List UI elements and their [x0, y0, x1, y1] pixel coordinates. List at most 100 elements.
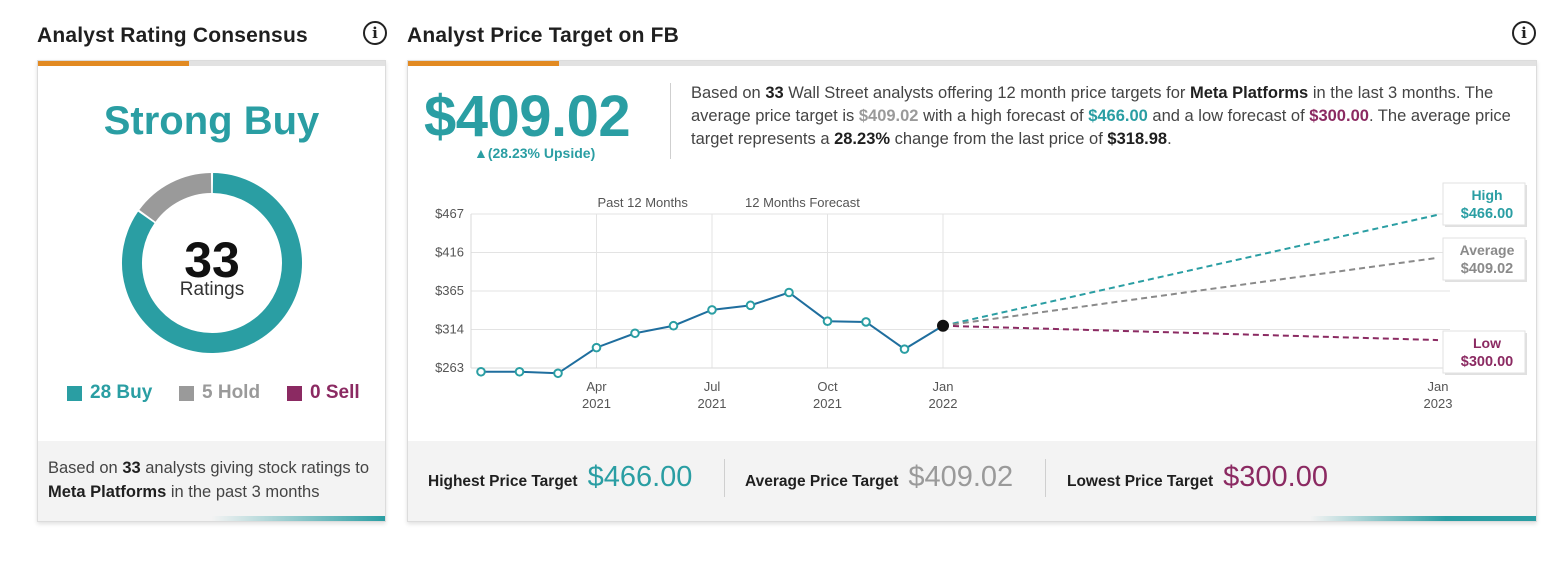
forecast-line-low — [942, 324, 1439, 342]
summary-last-price: $318.98 — [1107, 130, 1168, 148]
highest-value: $466.00 — [587, 461, 693, 493]
donut-segment-hold — [139, 173, 212, 223]
summary-text-8: . — [1167, 130, 1172, 148]
info-circle-icon[interactable]: i — [363, 21, 387, 45]
x-tick-month: Jul — [704, 379, 721, 394]
average-label: Average Price Target — [745, 473, 899, 490]
callout-high-title: High — [1471, 187, 1502, 203]
ratings-total: 33 — [184, 232, 240, 288]
average-price-target: $409.02 — [424, 84, 631, 149]
y-tick-label: $467 — [435, 206, 464, 221]
callout-average-value: $409.02 — [1461, 261, 1513, 277]
average-price-target-footer: Average Price Target $409.02 — [745, 461, 1013, 494]
consensus-tab-bar — [38, 61, 385, 66]
forecast-line-high — [942, 213, 1439, 327]
callout-low-value: $300.00 — [1461, 354, 1513, 370]
section-label-forecast: 12 Months Forecast — [745, 195, 860, 210]
footer-analyst-count: 33 — [122, 459, 141, 477]
callout-high: High $466.00 — [1442, 182, 1527, 227]
history-point — [745, 300, 756, 311]
consensus-card: Strong Buy 33 Ratings 28 Buy 5 Hold 0 Se… — [37, 60, 386, 522]
history-point — [822, 316, 833, 326]
info-circle-icon[interactable]: i — [1512, 21, 1536, 45]
callout-low: Low $300.00 — [1442, 330, 1527, 375]
history-point — [476, 366, 486, 377]
summary-text-5: and a low forecast of — [1147, 107, 1310, 125]
lowest-label: Lowest Price Target — [1067, 473, 1214, 490]
price-target-card: $409.02 ▲(28.23% Upside) Based on 33 Wal… — [407, 60, 1537, 522]
summary-average: $409.02 — [858, 107, 919, 125]
y-tick-label: $416 — [435, 245, 464, 260]
footer-divider-1 — [724, 459, 725, 497]
footer-text-pre: Based on — [48, 459, 123, 477]
lowest-price-target: Lowest Price Target $300.00 — [1067, 461, 1328, 494]
consensus-bottom-bar — [38, 516, 385, 521]
sell-swatch — [287, 385, 302, 401]
history-point — [591, 342, 602, 353]
x-tick-month: Apr — [586, 379, 607, 394]
price-target-chart: $467 $416 $365 $314 $263 Past 12 Months 12 Mon… — [435, 182, 1527, 411]
ratings-total-label: Ratings — [179, 279, 245, 300]
y-tick-label: $365 — [435, 283, 464, 298]
donut-segment-buy — [122, 173, 302, 353]
callout-average: Average $409.02 — [1442, 237, 1527, 282]
x-tick-month: Jan — [1428, 379, 1449, 394]
consensus-title: Analyst Rating Consensus — [37, 24, 308, 47]
summary-company: Meta Platforms — [1189, 84, 1309, 102]
legend-buy: 28 Buy — [67, 382, 152, 404]
price-target-bottom-bar — [408, 516, 1536, 521]
legend-hold-label: 5 Hold — [202, 382, 261, 403]
footer-company: Meta Platforms — [48, 483, 167, 501]
legend-sell: 0 Sell — [287, 382, 360, 404]
summary-text-1: Based on — [691, 84, 766, 102]
legend-sell-label: 0 Sell — [310, 382, 360, 403]
summary-text-7: change from the last price of — [890, 130, 1108, 148]
average-value: $409.02 — [908, 461, 1014, 493]
consensus-footer: Based on 33 analysts giving stock rating… — [38, 441, 385, 521]
history-point — [899, 344, 910, 354]
upside-badge: ▲(28.23% Upside) — [474, 145, 596, 161]
forecast-line-average — [942, 256, 1439, 327]
footer-text-mid: analysts giving stock ratings to — [140, 459, 370, 477]
y-tick-label: $314 — [435, 322, 464, 337]
history-point — [514, 366, 525, 377]
summary-text-6: . The average price target represents a — [691, 107, 1511, 148]
callout-average-title: Average — [1460, 242, 1515, 258]
summary-analysts: 33 — [765, 84, 784, 102]
highest-price-target: Highest Price Target $466.00 — [428, 461, 692, 494]
footer-text-post: in the past 3 months — [166, 483, 320, 501]
ratings-donut — [122, 173, 302, 353]
hold-swatch — [179, 385, 194, 401]
current-price-point — [937, 319, 949, 332]
history-point — [553, 368, 563, 379]
x-tick-year: 2021 — [813, 396, 842, 411]
summary-high: $466.00 — [1088, 107, 1148, 125]
price-target-title: Analyst Price Target on FB — [407, 24, 680, 47]
x-tick-month: Oct — [817, 379, 838, 394]
x-tick-month: Jan — [933, 379, 954, 394]
price-target-summary: Based on 33 Wall Street analysts offerin… — [691, 82, 1521, 151]
y-tick-label: $263 — [435, 360, 464, 375]
footer-divider-2 — [1045, 459, 1046, 497]
history-point — [630, 328, 640, 339]
legend-buy-label: 28 Buy — [90, 382, 153, 403]
summary-low: $300.00 — [1309, 107, 1369, 125]
legend-hold: 5 Hold — [179, 382, 260, 404]
summary-text-2: Wall Street analysts offering 12 month p… — [783, 84, 1190, 102]
section-label-past: Past 12 Months — [598, 195, 689, 210]
consensus-rating: Strong Buy — [103, 99, 320, 143]
price-target-tab-bar — [408, 61, 1536, 66]
highest-label: Highest Price Target — [428, 473, 578, 490]
history-point — [784, 287, 794, 298]
buy-swatch — [67, 385, 82, 401]
history-point — [707, 305, 717, 315]
lowest-value: $300.00 — [1223, 461, 1328, 493]
callout-high-value: $466.00 — [1461, 206, 1513, 222]
summary-text-4: with a high forecast of — [918, 107, 1089, 125]
x-tick-year: 2022 — [929, 396, 958, 411]
history-point — [668, 320, 679, 331]
header-divider — [670, 83, 671, 159]
price-target-footer: Highest Price Target $466.00 Average Pri… — [408, 441, 1536, 521]
x-tick-year: 2021 — [698, 396, 727, 411]
x-tick-year: 2023 — [1424, 396, 1453, 411]
